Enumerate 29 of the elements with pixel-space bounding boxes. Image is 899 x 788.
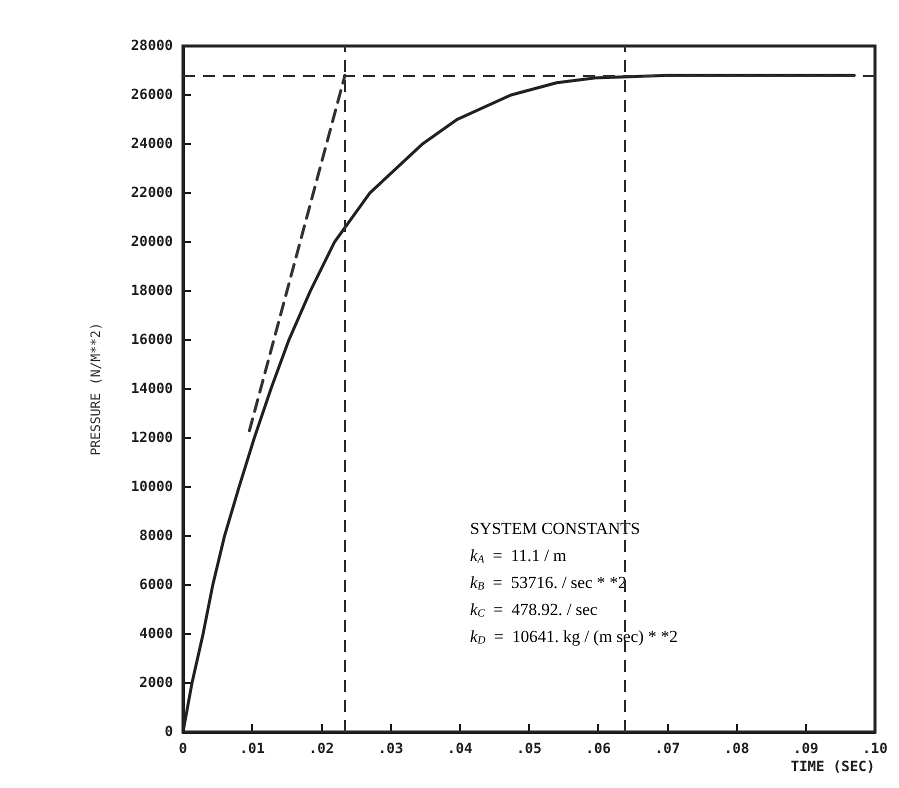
x-tick-label: .04 <box>447 741 472 757</box>
x-tick-label: .09 <box>793 741 818 757</box>
y-tick-label: 8000 <box>139 528 173 544</box>
y-tick-label: 18000 <box>130 283 173 299</box>
annotation: SYSTEM CONSTANTS <box>470 519 640 538</box>
y-tick-label: 12000 <box>130 430 173 446</box>
y-tick-label: 4000 <box>139 626 173 642</box>
x-axis-title: TIME (SEC) <box>790 759 875 775</box>
x-tick-label: .10 <box>862 741 888 757</box>
x-tick-label: 0 <box>178 741 188 757</box>
x-tick-label: .07 <box>654 741 680 757</box>
y-tick-label: 20000 <box>130 234 173 250</box>
y-tick-label: 2000 <box>139 675 173 691</box>
y-tick-label: 0 <box>164 724 173 740</box>
y-tick-label: 26000 <box>130 87 173 103</box>
x-tick-label: .05 <box>516 741 542 757</box>
x-tick-label: .03 <box>378 741 404 757</box>
x-tick-label: .08 <box>724 741 750 757</box>
y-tick-label: 10000 <box>130 479 173 495</box>
x-tick-label: .02 <box>308 741 334 757</box>
y-tick-label: 22000 <box>130 185 173 201</box>
x-tick-label: .01 <box>240 741 265 757</box>
y-tick-label: 14000 <box>130 381 173 397</box>
x-tick-label: .06 <box>586 741 611 757</box>
y-tick-label: 16000 <box>130 332 173 348</box>
y-tick-label: 6000 <box>139 577 173 593</box>
y-tick-label: 24000 <box>130 136 173 152</box>
y-axis-title: PRESSURE (N/M**2) <box>89 322 104 456</box>
y-tick-label: 28000 <box>130 38 173 54</box>
